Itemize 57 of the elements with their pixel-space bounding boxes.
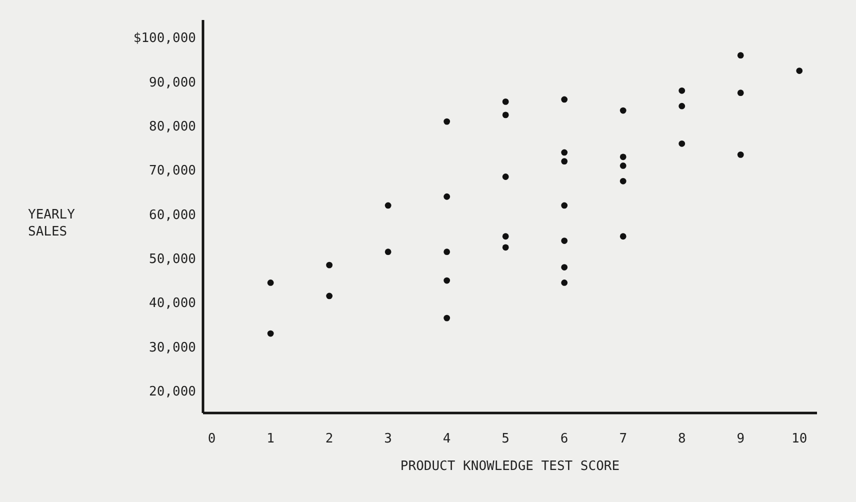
- point: [737, 52, 744, 59]
- point: [444, 248, 450, 256]
- point: [620, 233, 626, 240]
- point: [444, 193, 450, 200]
- point: [620, 178, 626, 184]
- point: [561, 96, 568, 103]
- x-tick-label: 6: [560, 432, 568, 447]
- y-tick-label: 60,000: [149, 208, 196, 223]
- point: [561, 280, 568, 286]
- point: [502, 98, 509, 105]
- x-tick-label: 10: [792, 432, 808, 447]
- y-tick-label: 70,000: [149, 164, 196, 179]
- x-tick-label: 1: [266, 432, 274, 447]
- point: [620, 107, 626, 114]
- x-tick-label: 8: [678, 432, 686, 447]
- point: [267, 330, 274, 337]
- y-tick-label: 30,000: [149, 340, 196, 356]
- x-tick-label: 9: [736, 432, 745, 447]
- point: [561, 202, 568, 209]
- point: [561, 264, 568, 270]
- y-tick-label: 90,000: [149, 75, 196, 90]
- point: [326, 292, 333, 300]
- point: [502, 112, 509, 118]
- point: [502, 244, 509, 251]
- y-tick-label: $100,000: [133, 31, 196, 46]
- y-tick-label: 20,000: [149, 384, 196, 400]
- point: [620, 162, 626, 169]
- point: [796, 68, 803, 74]
- point: [678, 87, 686, 94]
- point: [444, 118, 450, 125]
- y-axis-title: YEARLY SALES: [28, 208, 76, 240]
- point: [561, 149, 568, 156]
- point: [620, 154, 626, 160]
- point: [678, 140, 686, 147]
- point: [384, 248, 392, 256]
- point: [444, 314, 450, 322]
- point: [326, 262, 333, 268]
- x-tick-label: 3: [384, 432, 392, 447]
- point: [737, 151, 744, 158]
- x-tick-label: 5: [502, 432, 510, 447]
- point: [502, 174, 509, 180]
- x-tick-label: 7: [619, 432, 628, 447]
- point: [561, 158, 568, 165]
- x-tick-label: 2: [325, 432, 334, 447]
- point: [561, 238, 568, 244]
- point: [678, 102, 686, 110]
- point: [267, 280, 274, 286]
- point: [737, 90, 744, 96]
- point: [502, 233, 509, 240]
- x-axis-title: PRODUCT KNOWLEDGE TEST SCORE: [400, 459, 620, 474]
- point: [444, 277, 450, 284]
- y-tick-label: 40,000: [149, 296, 196, 312]
- point: [384, 202, 392, 209]
- x-tick-label: 4: [442, 432, 451, 447]
- y-tick-label: 50,000: [149, 252, 196, 267]
- x-tick-label: 0: [208, 432, 216, 447]
- y-tick-label: 80,000: [149, 120, 196, 135]
